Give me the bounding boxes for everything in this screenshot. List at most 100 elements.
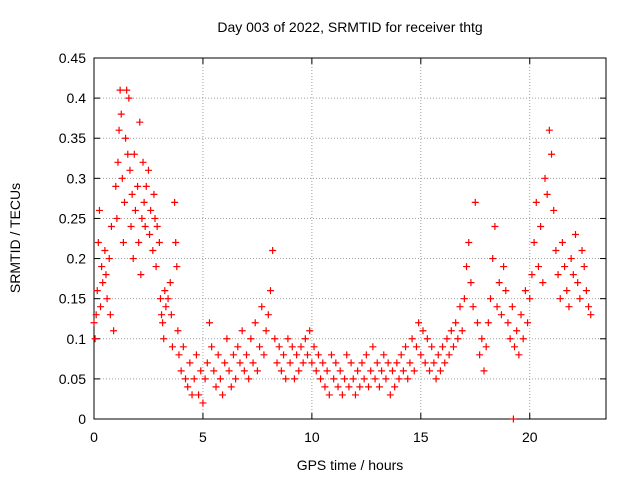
- data-point: [365, 383, 373, 391]
- data-point: [119, 239, 127, 247]
- data-point: [565, 303, 573, 311]
- data-point: [582, 287, 590, 295]
- data-point: [545, 126, 553, 134]
- data-point: [225, 367, 233, 375]
- data-point: [240, 367, 248, 375]
- data-point: [284, 335, 292, 343]
- data-point: [256, 343, 264, 351]
- data-point: [121, 198, 129, 206]
- data-point: [288, 343, 296, 351]
- data-point: [141, 222, 149, 230]
- data-point: [188, 391, 196, 399]
- data-point: [129, 255, 137, 263]
- data-point: [275, 343, 283, 351]
- data-point: [182, 375, 190, 383]
- data-point: [156, 295, 164, 303]
- data-point: [138, 214, 146, 222]
- data-point: [478, 335, 486, 343]
- data-point: [293, 351, 301, 359]
- data-point: [489, 255, 497, 263]
- data-point: [345, 383, 353, 391]
- data-point: [476, 351, 484, 359]
- data-point: [556, 295, 564, 303]
- data-point: [253, 367, 261, 375]
- data-point: [371, 375, 379, 383]
- data-point: [247, 335, 255, 343]
- data-point: [95, 206, 103, 214]
- y-tick-label: 0.35: [59, 130, 86, 146]
- data-point: [195, 391, 203, 399]
- y-axis-label: SRMTID / TECUs: [7, 183, 23, 293]
- data-point: [421, 359, 429, 367]
- data-point: [587, 311, 595, 319]
- data-point: [506, 335, 514, 343]
- data-point: [186, 359, 194, 367]
- data-point: [317, 375, 325, 383]
- data-point: [471, 198, 479, 206]
- data-point: [487, 295, 495, 303]
- data-point: [391, 383, 399, 391]
- data-point: [561, 263, 569, 271]
- data-point: [513, 327, 521, 335]
- data-point: [515, 351, 523, 359]
- data-point: [301, 335, 309, 343]
- data-point: [90, 319, 98, 327]
- data-point: [264, 311, 272, 319]
- data-point: [360, 375, 368, 383]
- data-point: [173, 263, 181, 271]
- data-point: [159, 319, 167, 327]
- data-point: [123, 86, 131, 94]
- data-point: [524, 319, 532, 327]
- data-points: [90, 86, 595, 423]
- data-point: [174, 327, 182, 335]
- data-point: [465, 239, 473, 247]
- data-point: [115, 126, 123, 134]
- data-point: [430, 359, 438, 367]
- data-point: [234, 343, 242, 351]
- y-tick-label: 0: [78, 411, 86, 427]
- data-point: [232, 375, 240, 383]
- data-point: [375, 383, 383, 391]
- data-point: [338, 391, 346, 399]
- data-point: [258, 303, 266, 311]
- data-point: [166, 279, 174, 287]
- data-point: [569, 271, 577, 279]
- data-point: [508, 303, 516, 311]
- data-point: [271, 335, 279, 343]
- y-tick-label: 0.45: [59, 50, 86, 66]
- data-point: [445, 351, 453, 359]
- data-point: [134, 182, 142, 190]
- x-tick-label: 0: [90, 429, 98, 445]
- data-point: [137, 271, 145, 279]
- data-point: [223, 335, 231, 343]
- data-point: [356, 383, 364, 391]
- data-point: [131, 206, 139, 214]
- data-point: [153, 222, 161, 230]
- data-point: [537, 222, 545, 230]
- data-point: [404, 375, 412, 383]
- data-point: [323, 367, 331, 375]
- data-point: [417, 351, 425, 359]
- data-point: [410, 367, 418, 375]
- data-point: [332, 359, 340, 367]
- data-point: [280, 351, 288, 359]
- x-tick-label: 15: [413, 429, 429, 445]
- data-point: [203, 359, 211, 367]
- data-point: [341, 375, 349, 383]
- data-point: [201, 375, 209, 383]
- data-point: [299, 359, 307, 367]
- data-point: [354, 367, 362, 375]
- data-point: [135, 239, 143, 247]
- data-point: [402, 343, 410, 351]
- data-point: [167, 311, 175, 319]
- data-point: [212, 383, 220, 391]
- data-point: [532, 198, 540, 206]
- data-point: [463, 263, 471, 271]
- data-point: [495, 279, 503, 287]
- data-point: [428, 343, 436, 351]
- data-point: [184, 383, 192, 391]
- data-point: [107, 222, 115, 230]
- data-point: [539, 279, 547, 287]
- data-point: [530, 239, 538, 247]
- data-point: [509, 415, 517, 423]
